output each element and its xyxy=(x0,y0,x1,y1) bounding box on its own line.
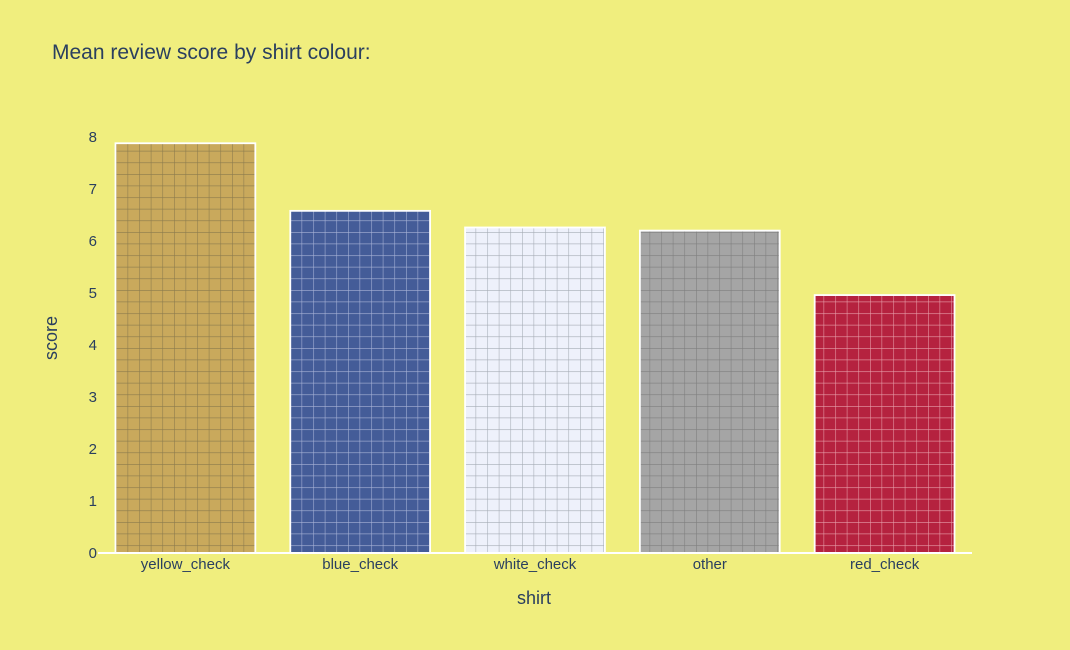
y-tick-label: 6 xyxy=(89,233,97,250)
y-axis-title: score xyxy=(41,316,61,360)
y-tick-label: 1 xyxy=(89,493,97,510)
bar-other[interactable] xyxy=(638,229,781,554)
x-tick-label: blue_check xyxy=(322,556,398,573)
y-tick-label: 7 xyxy=(89,181,97,198)
chart-title: Mean review score by shirt colour: xyxy=(52,41,371,64)
bar-red_check[interactable] xyxy=(813,294,956,554)
bar-yellow_check[interactable] xyxy=(114,142,257,554)
y-tick-label: 8 xyxy=(89,129,97,146)
x-tick-label: other xyxy=(693,556,727,573)
x-tick-label: red_check xyxy=(850,556,920,573)
bar-blue_check[interactable] xyxy=(289,209,432,554)
x-axis: yellow_check blue_check white_check other re… xyxy=(141,556,920,573)
x-axis-title: shirt xyxy=(517,588,551,608)
bars xyxy=(114,142,956,554)
y-tick-label: 4 xyxy=(89,337,97,354)
bar-white_check[interactable] xyxy=(464,226,606,554)
x-tick-label: yellow_check xyxy=(141,556,231,573)
y-axis: 0 1 2 3 4 5 6 7 8 xyxy=(89,129,97,562)
y-tick-label: 0 xyxy=(89,545,97,562)
y-tick-label: 5 xyxy=(89,285,97,302)
y-tick-label: 3 xyxy=(89,389,97,406)
y-tick-label: 2 xyxy=(89,441,97,458)
x-tick-label: white_check xyxy=(493,556,577,573)
